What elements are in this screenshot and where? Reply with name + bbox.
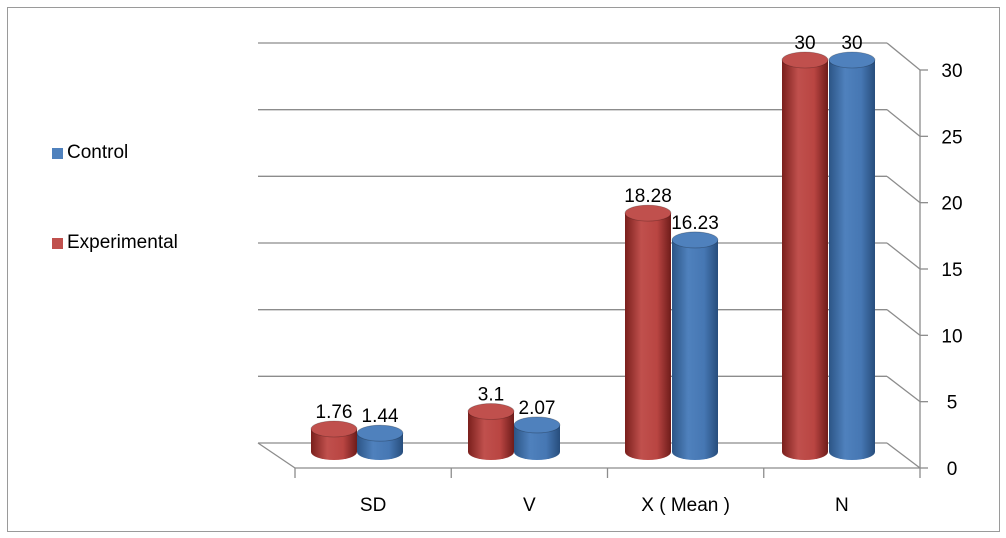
gridline-side bbox=[886, 109, 921, 137]
bar-control-top bbox=[513, 416, 561, 434]
floor-left-edge bbox=[257, 442, 296, 469]
legend-item-control: Control bbox=[52, 142, 128, 164]
bar-experimental-top bbox=[467, 403, 515, 420]
gridline-side bbox=[886, 175, 921, 204]
bar-control-top bbox=[356, 424, 404, 442]
legend-swatch-experimental bbox=[52, 237, 63, 249]
bar-experimental-top bbox=[624, 204, 672, 222]
bar-control-body bbox=[514, 424, 560, 460]
bar-control-top bbox=[671, 231, 719, 249]
y-tick-label: 0 bbox=[947, 459, 958, 480]
gridline-side bbox=[886, 309, 921, 336]
data-label: 2.07 bbox=[519, 398, 556, 419]
data-label: 30 bbox=[794, 33, 815, 54]
bar-experimental-body bbox=[468, 411, 514, 460]
y-tick-label: 25 bbox=[941, 127, 962, 148]
bar-experimental-body bbox=[311, 429, 357, 460]
legend-label-control: Control bbox=[67, 142, 129, 163]
data-label: 1.76 bbox=[316, 402, 353, 423]
data-label: 16.23 bbox=[671, 213, 719, 234]
bar-experimental-body bbox=[625, 213, 671, 460]
data-label: 1.44 bbox=[362, 406, 399, 427]
y-tick-label: 5 bbox=[947, 393, 958, 414]
y-tick-label: 20 bbox=[941, 194, 962, 215]
bar-control-body bbox=[672, 239, 718, 460]
y-tick-label: 10 bbox=[941, 326, 962, 347]
bar-control-body bbox=[829, 60, 875, 460]
legend-item-experimental: Experimental bbox=[52, 232, 178, 254]
x-tick-label: X ( Mean ) bbox=[641, 495, 730, 516]
x-tick-label: V bbox=[523, 495, 536, 516]
bar-experimental-top bbox=[310, 420, 358, 438]
x-tick-label: N bbox=[835, 495, 849, 516]
legend-swatch-control bbox=[52, 147, 63, 159]
bar-experimental-body bbox=[782, 60, 828, 460]
y-tick-label: 30 bbox=[941, 61, 962, 82]
data-label: 18.28 bbox=[624, 186, 672, 207]
data-label: 30 bbox=[841, 33, 862, 54]
y-tick-label: 15 bbox=[941, 260, 962, 281]
bar-control-top bbox=[828, 51, 876, 69]
gridline-side bbox=[886, 442, 921, 469]
gridline-side bbox=[886, 375, 921, 403]
data-label: 3.1 bbox=[478, 384, 504, 405]
gridline-side bbox=[886, 242, 921, 270]
x-tick-label: SD bbox=[360, 495, 386, 516]
bar-experimental-top bbox=[781, 51, 829, 69]
gridline-side bbox=[886, 42, 921, 71]
legend-label-experimental: Experimental bbox=[67, 232, 178, 253]
